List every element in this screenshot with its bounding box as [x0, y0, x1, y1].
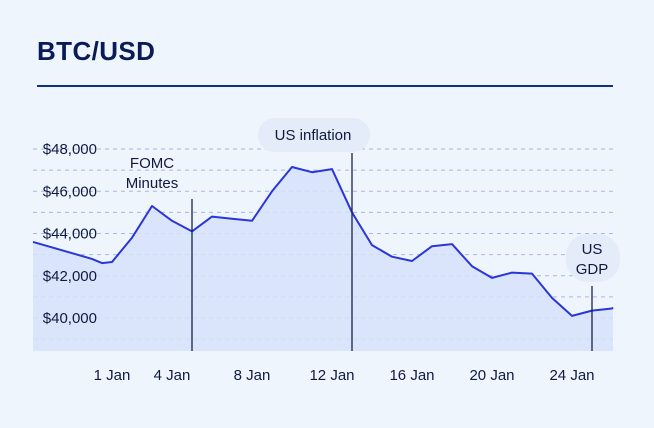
- annotation-bubble: [566, 234, 620, 282]
- y-tick-label: $48,000: [43, 141, 97, 158]
- x-axis-ticks: 1 Jan 4 Jan 8 Jan 12 Jan 16 Jan 20 Jan 24 Jan: [94, 367, 595, 384]
- x-tick-label: 8 Jan: [234, 367, 271, 384]
- y-axis-ticks: $40,000 $42,000 $44,000 $46,000 $48,000: [43, 141, 97, 327]
- x-tick-label: 16 Jan: [389, 367, 434, 384]
- x-tick-label: 12 Jan: [309, 367, 354, 384]
- x-tick-label: 20 Jan: [469, 367, 514, 384]
- y-tick-label: $42,000: [43, 268, 97, 285]
- annotations: FOMC Minutes US inflation US GDP: [126, 118, 620, 351]
- chart-title: BTC/USD: [37, 36, 156, 66]
- y-tick-label: $46,000: [43, 183, 97, 200]
- title-divider: [37, 85, 613, 87]
- annotation-label: FOMC: [130, 155, 174, 172]
- x-tick-label: 4 Jan: [154, 367, 191, 384]
- x-tick-label: 24 Jan: [549, 367, 594, 384]
- annotation-label: Minutes: [126, 175, 179, 192]
- annotation-label: US inflation: [275, 127, 352, 144]
- price-line: [32, 166, 614, 317]
- y-tick-label: $40,000: [43, 310, 97, 327]
- annotation-bubble: [258, 118, 370, 152]
- y-tick-label: $44,000: [43, 226, 97, 243]
- annotation-label: GDP: [576, 261, 609, 278]
- annotation-label: US: [582, 241, 603, 258]
- price-area: [33, 167, 613, 351]
- x-tick-label: 1 Jan: [94, 367, 131, 384]
